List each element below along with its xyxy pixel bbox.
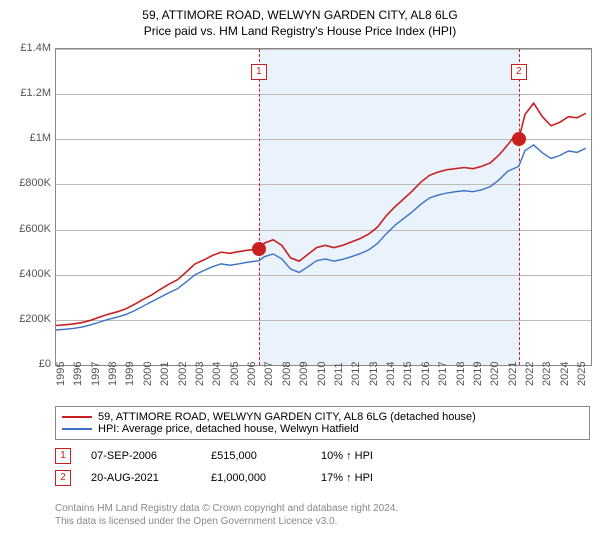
figure: { "title_line1": "59, ATTIMORE ROAD, WEL… [0,0,600,560]
chart-title-line2: Price paid vs. HM Land Registry's House … [0,24,600,42]
chart-title-line1: 59, ATTIMORE ROAD, WELWYN GARDEN CITY, A… [0,0,600,24]
legend: 59, ATTIMORE ROAD, WELWYN GARDEN CITY, A… [55,406,590,440]
credit-line-1: Contains HM Land Registry data © Crown c… [55,502,398,515]
credit-text: Contains HM Land Registry data © Crown c… [55,502,398,528]
plot-area: 12 [55,48,592,366]
credit-line-2: This data is licensed under the Open Gov… [55,515,398,528]
